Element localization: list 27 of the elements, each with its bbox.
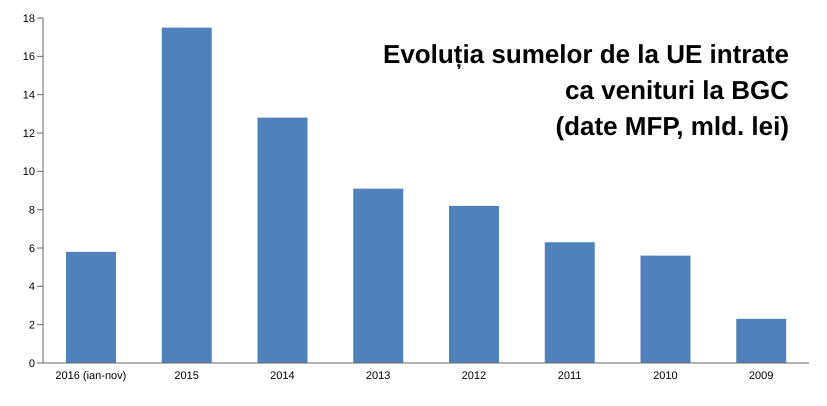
- x-tick-label: 2014: [270, 370, 295, 382]
- x-tick-label: 2013: [366, 370, 390, 382]
- y-tick-label: 16: [22, 51, 35, 64]
- bar: [353, 188, 404, 363]
- y-tick-label: 4: [28, 281, 35, 294]
- x-tick-label: 2009: [748, 370, 774, 382]
- y-tick-label: 2: [28, 320, 35, 332]
- x-tick-label: 2010: [653, 370, 678, 382]
- y-tick-label: 14: [22, 90, 35, 102]
- y-tick-label: 10: [22, 166, 35, 178]
- y-tick-label: 8: [28, 204, 35, 217]
- bar: [736, 318, 786, 363]
- y-tick-label: 6: [28, 242, 35, 255]
- bar: [66, 252, 116, 363]
- bar: [162, 28, 212, 363]
- x-tick-label: 2012: [462, 370, 486, 382]
- x-tick-label: 2016 (ian-nov): [55, 370, 126, 382]
- y-tick-label: 18: [22, 12, 35, 25]
- y-tick-label: 0: [28, 358, 35, 370]
- bar: [258, 118, 308, 363]
- x-tick-label: 2011: [558, 370, 582, 382]
- bar: [544, 242, 595, 363]
- y-tick-label: 12: [22, 128, 35, 140]
- text: Evoluția sumelor de la UE intrate ca venituri la BGC (date MFP, mld. lei): [383, 36, 789, 144]
- bar: [640, 256, 690, 363]
- x-tick-label: 2015: [174, 370, 199, 382]
- bar: [449, 206, 499, 363]
